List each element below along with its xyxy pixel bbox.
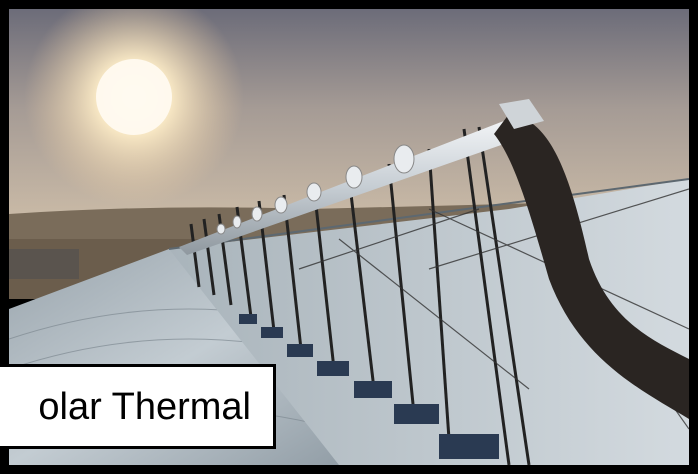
insulated-pipe: [494, 114, 689, 419]
mirror-edge: [168, 178, 689, 250]
sun-core: [96, 59, 172, 135]
support-frames: [189, 126, 531, 465]
far-trough: [9, 249, 79, 279]
caption-box: olar Thermal: [0, 364, 276, 449]
tube-flanges: [216, 144, 415, 235]
support-bases: [239, 314, 499, 459]
pipe-joint: [499, 99, 544, 129]
caption-text: olar Thermal: [38, 385, 251, 428]
